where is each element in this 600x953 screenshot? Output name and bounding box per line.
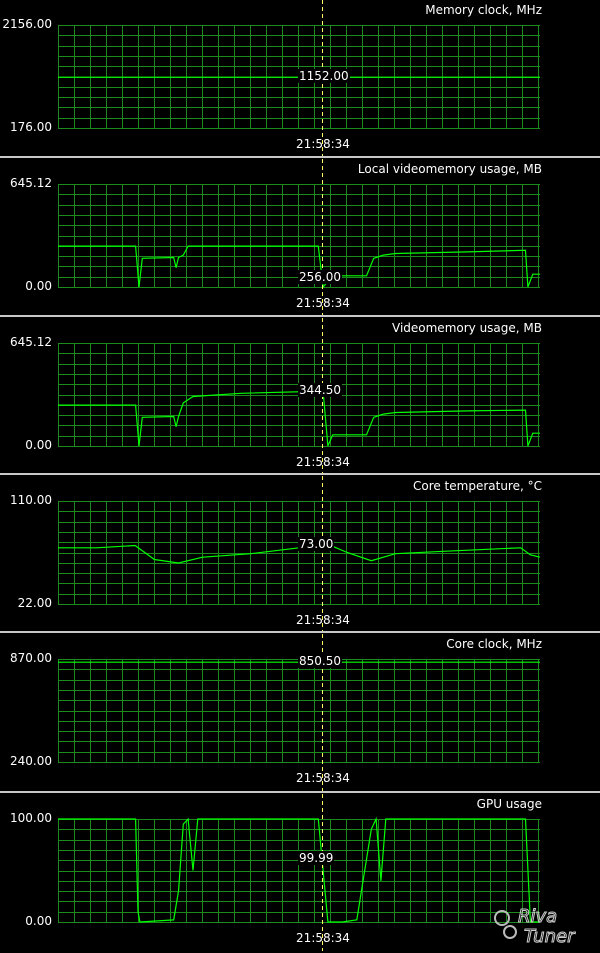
panel-title: Memory clock, MHz [425,3,542,17]
y-min-label: 0.00 [25,438,52,452]
time-label: 21:58:34 [296,296,350,310]
y-min-label: 22.00 [17,596,52,610]
series-line [58,816,540,923]
time-label: 21:58:34 [296,455,350,469]
y-max-label: 2156.00 [2,17,52,31]
svg-text:Riva: Riva [518,906,557,927]
series-line [58,245,540,289]
graph-panel[interactable]: Local videomemory usage, MB 645.12 0.00 256… [0,159,600,316]
graph-plot[interactable] [58,794,540,951]
panel-title: GPU usage [476,797,542,811]
y-min-label: 0.00 [25,279,52,293]
grid [58,25,540,129]
current-value-label: 1152.00 [298,69,350,84]
panel-separator[interactable] [0,473,600,475]
time-label: 21:58:34 [296,931,350,945]
panel-title: Videomemory usage, MB [392,321,542,335]
current-value-label: 344.50 [298,383,342,398]
current-value-label: 256.00 [298,269,342,284]
current-value-label: 850.50 [298,654,342,669]
time-label: 21:58:34 [296,137,350,151]
grid [58,659,540,763]
series-line [58,390,540,447]
y-max-label: 100.00 [10,811,52,825]
rivatuner-logo: Riva Tuner [494,906,577,948]
y-min-label: 240.00 [10,754,52,768]
y-min-label: 0.00 [25,914,52,928]
current-value-label: 99.99 [298,850,335,865]
graph-plot[interactable] [58,0,540,157]
grid [58,501,540,605]
y-max-label: 645.12 [10,335,52,349]
graph-panel[interactable]: GPU usage 100.00 0.00 99.99 21:58:34 [0,794,600,951]
graph-plot[interactable] [58,476,541,633]
panel-separator[interactable] [0,315,600,317]
graph-plot[interactable] [58,634,540,791]
svg-text:Tuner: Tuner [524,926,576,947]
graph-panel[interactable]: Core clock, MHz 870.00 240.00 850.50 21:58:3… [0,634,600,791]
panel-separator[interactable] [0,791,600,793]
panel-separator[interactable] [0,631,600,633]
y-max-label: 645.12 [10,176,52,190]
y-min-label: 176.00 [10,120,52,134]
graph-panel[interactable]: Videomemory usage, MB 645.12 0.00 344.50 21:… [0,318,600,475]
panel-separator[interactable] [0,156,600,158]
current-value-label: 73.00 [298,537,335,552]
y-max-label: 870.00 [10,651,52,665]
graph-panel[interactable]: Core temperature, °C 110.00 22.00 73.00 21:5… [0,476,600,633]
y-max-label: 110.00 [10,493,52,507]
graph-panel[interactable]: Memory clock, MHz 2156.00 176.00 1152.00 21:… [0,0,600,157]
grid [58,819,540,923]
panel-title: Local videomemory usage, MB [357,162,542,176]
panel-title: Core clock, MHz [446,637,542,651]
panel-title: Core temperature, °C [412,479,542,493]
time-label: 21:58:34 [296,771,350,785]
time-label: 21:58:34 [296,613,350,627]
